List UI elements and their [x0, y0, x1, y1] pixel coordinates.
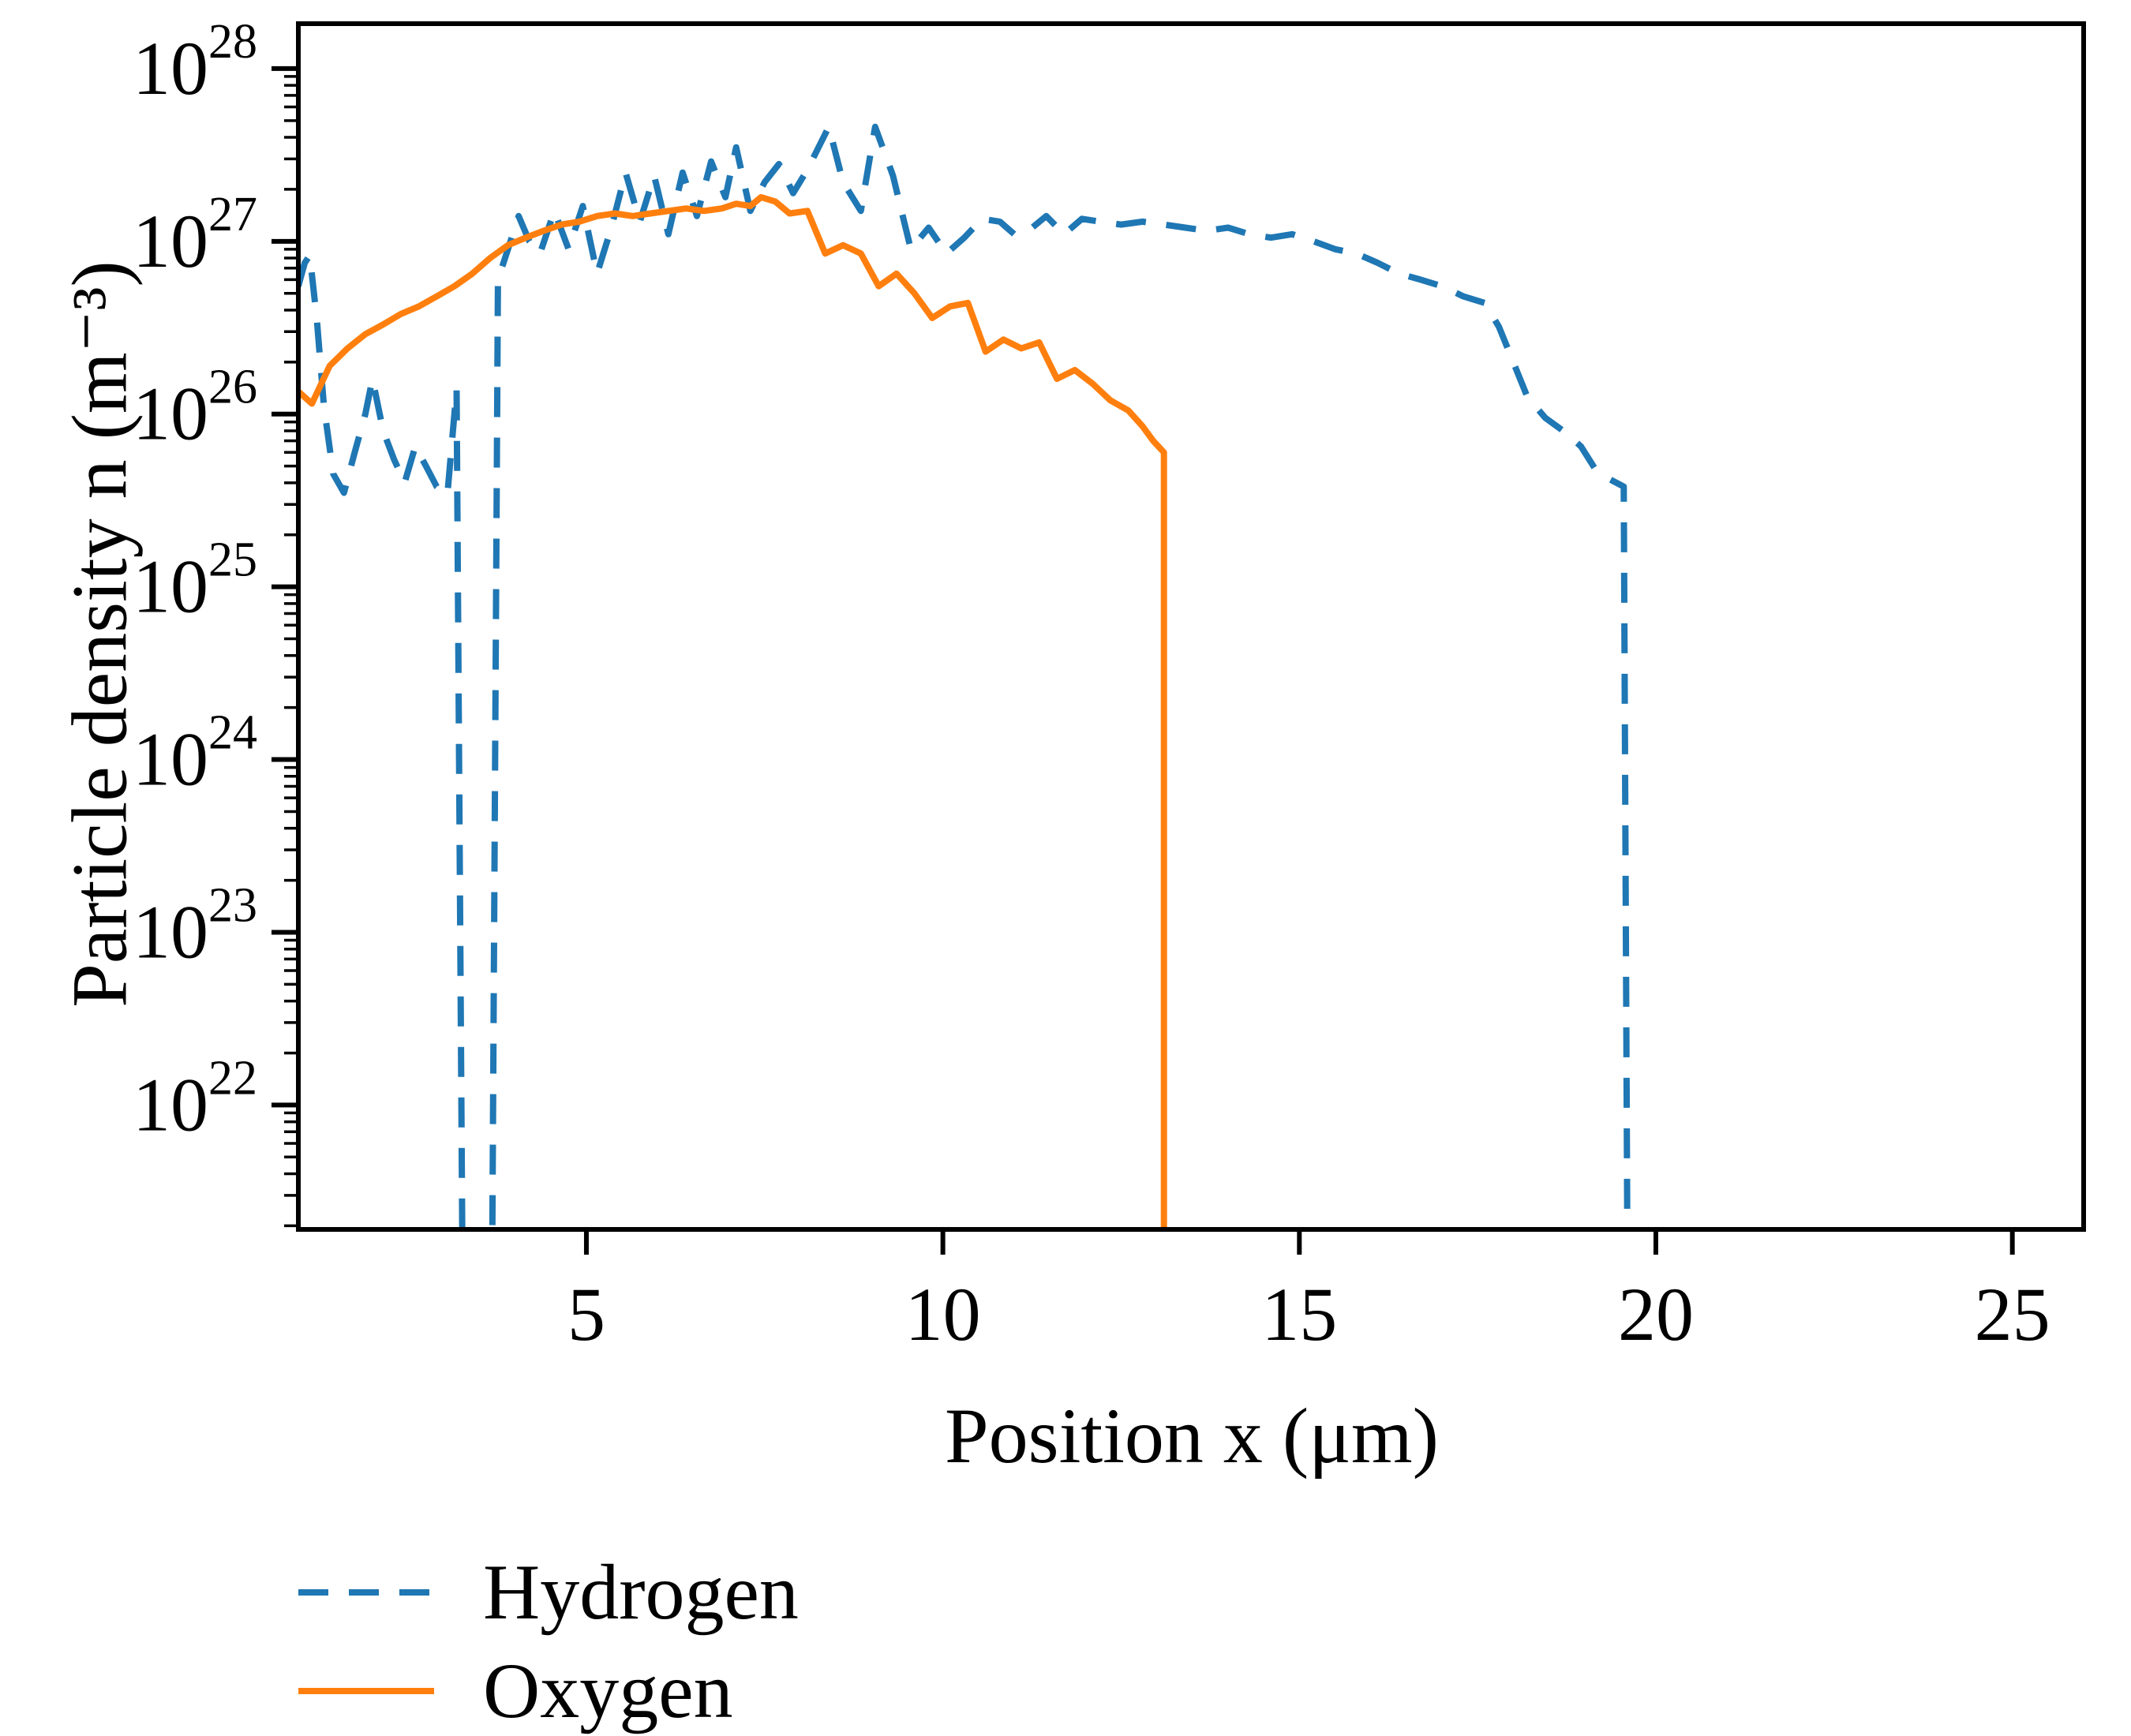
x-tick-label: 25 [1975, 1272, 2050, 1356]
y-tick-label: 1028 [133, 15, 257, 110]
x-tick-label: 15 [1261, 1272, 1337, 1356]
oxygen-solid-line-swatch [298, 1687, 434, 1694]
legend: Hydrogen Oxygen [298, 1543, 799, 1736]
y-tick-label: 1026 [133, 361, 257, 456]
y-axis-label: Particle density n (m⁻³) [55, 260, 144, 1008]
y-tick-label: 1023 [133, 878, 257, 974]
legend-item-hydrogen: Hydrogen [298, 1543, 799, 1641]
x-tick-label: 5 [567, 1272, 605, 1356]
plot-frame [296, 21, 2086, 1232]
legend-label-hydrogen: Hydrogen [483, 1547, 799, 1636]
y-tick-label: 1022 [133, 1051, 257, 1147]
hydrogen-series-line [298, 123, 1631, 1229]
x-tick-label: 10 [905, 1272, 981, 1356]
y-tick-label: 1025 [133, 533, 257, 629]
y-tick-label: 1027 [133, 188, 257, 283]
legend-label-oxygen: Oxygen [483, 1646, 733, 1734]
hydrogen-dashed-line-swatch [298, 1588, 434, 1596]
x-axis-label: Position x (μm) [945, 1392, 1439, 1480]
x-tick-label: 20 [1618, 1272, 1694, 1356]
legend-item-oxygen: Oxygen [298, 1641, 799, 1736]
y-tick-label: 1024 [133, 706, 257, 802]
oxygen-series-line [298, 193, 1167, 1229]
